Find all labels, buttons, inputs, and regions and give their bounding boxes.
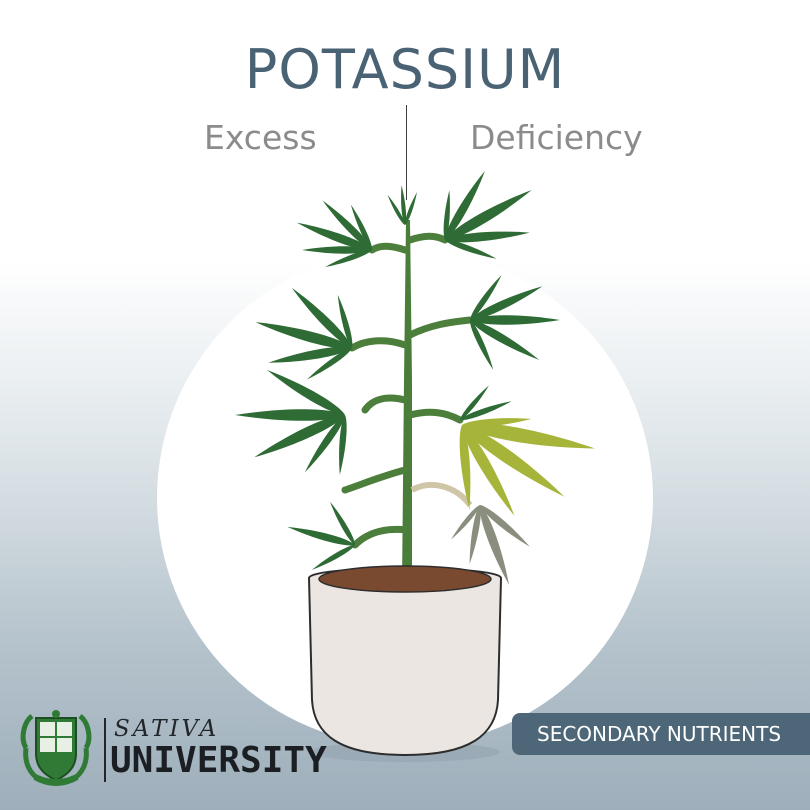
branches <box>341 232 474 549</box>
sativa-university-emblem <box>20 710 92 786</box>
pot <box>307 567 503 757</box>
brand-line1: SATIVA <box>114 716 220 742</box>
label-excess: Excess <box>204 118 317 157</box>
page-title: POTASSIUM <box>244 38 566 101</box>
divider-line <box>406 105 407 200</box>
logo-separator <box>104 718 106 782</box>
dead-branch <box>410 482 473 507</box>
soil <box>318 565 492 593</box>
category-badge: SECONDARY NUTRIENTS <box>512 713 810 755</box>
brand-line2: UNIVERSITY <box>110 740 327 781</box>
label-deficiency: Deficiency <box>470 118 643 157</box>
